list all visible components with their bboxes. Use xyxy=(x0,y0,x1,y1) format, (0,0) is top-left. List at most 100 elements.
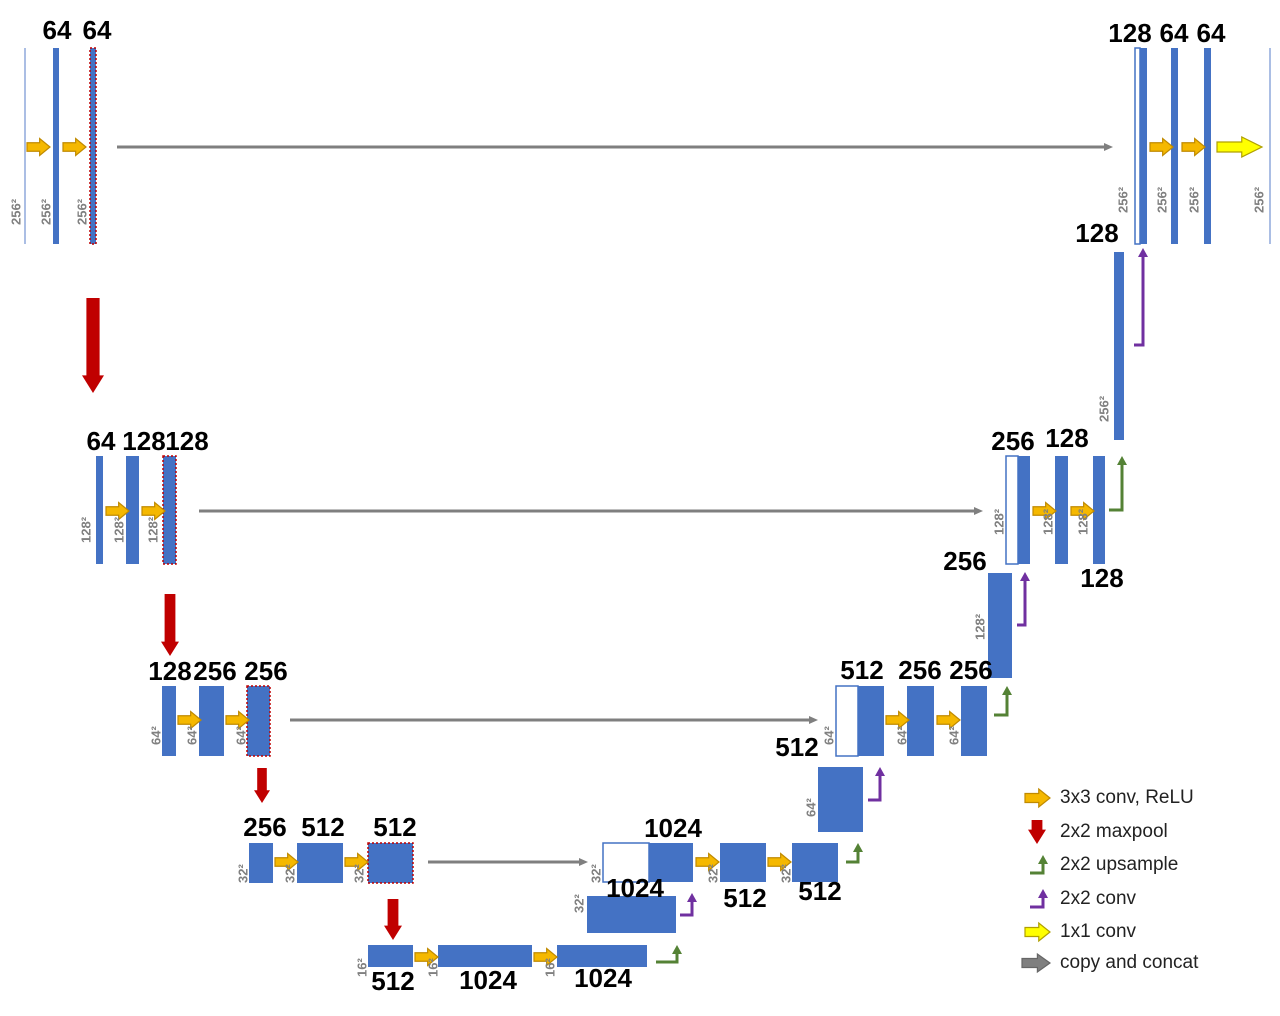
channel-label: 128 xyxy=(148,656,191,686)
upsample-arrow-head xyxy=(1117,456,1127,465)
legend-label: copy and concat xyxy=(1060,952,1199,973)
feature-map xyxy=(907,686,934,756)
channel-label: 256 xyxy=(898,655,941,685)
size-label: 32² xyxy=(778,864,793,883)
feature-map xyxy=(246,685,271,757)
feature-map xyxy=(602,842,650,883)
upconv-arrow-head xyxy=(875,767,885,776)
channel-label: 256 xyxy=(991,426,1034,456)
size-label: 16² xyxy=(354,958,369,977)
conv-arrow xyxy=(533,947,558,967)
size-label: 256² xyxy=(38,198,53,225)
legend-icon xyxy=(1030,863,1045,875)
feature-map xyxy=(53,48,59,244)
upconv-arrow xyxy=(1017,580,1027,627)
size-label: 128² xyxy=(991,508,1006,535)
upsample-arrow xyxy=(1109,464,1124,512)
legend-label: 2x2 maxpool xyxy=(1060,821,1168,842)
channel-label: 128 xyxy=(1108,18,1151,48)
size-label: 32² xyxy=(588,864,603,883)
conv-arrow xyxy=(225,710,250,730)
feature-map xyxy=(96,456,103,564)
conv-arrow xyxy=(1149,137,1174,157)
copy-arrow-head xyxy=(579,858,588,866)
maxpool-arrow xyxy=(161,594,179,656)
upsample-arrow xyxy=(656,953,679,964)
conv-arrow xyxy=(344,852,369,872)
upsample-arrow xyxy=(846,851,860,864)
conv-arrow xyxy=(177,710,202,730)
channel-label: 64 xyxy=(83,15,112,45)
legend-icon xyxy=(1024,787,1051,809)
channel-label: 256 xyxy=(243,812,286,842)
conv-arrow xyxy=(1181,137,1206,157)
feature-map xyxy=(1093,456,1105,564)
legend-label: 2x2 upsample xyxy=(1060,854,1178,875)
feature-map xyxy=(367,842,414,884)
copy-arrow-head xyxy=(974,507,983,515)
size-label: 32² xyxy=(571,894,586,913)
conv-arrow xyxy=(885,710,910,730)
size-label: 16² xyxy=(542,958,557,977)
feature-map xyxy=(162,455,177,565)
channel-label: 256 xyxy=(949,655,992,685)
conv-arrow xyxy=(1070,501,1095,521)
channel-label: 1024 xyxy=(644,813,702,843)
channel-label: 512 xyxy=(301,812,344,842)
channel-label: 128 xyxy=(122,426,165,456)
copy-arrow-head xyxy=(1104,143,1113,151)
size-label: 256² xyxy=(1154,186,1169,213)
feature-map xyxy=(1055,456,1068,564)
size-label: 64² xyxy=(233,726,248,745)
size-label: 64² xyxy=(803,798,818,817)
upconv-arrow xyxy=(680,901,694,917)
channel-label: 128 xyxy=(1045,423,1088,453)
feature-map xyxy=(1171,48,1178,244)
conv-arrow xyxy=(414,947,439,967)
feature-map xyxy=(587,896,676,933)
channel-label: 128 xyxy=(1080,563,1123,593)
legend-icon-head xyxy=(1038,855,1048,864)
channel-label: 256 xyxy=(244,656,287,686)
feature-map xyxy=(89,47,97,245)
feature-map xyxy=(368,945,413,967)
upconv-arrow-head xyxy=(1138,248,1148,257)
copy-arrow-head xyxy=(809,716,818,724)
size-label: 64² xyxy=(946,726,961,745)
legend-label: 3x3 conv, ReLU xyxy=(1060,787,1194,808)
size-label: 256² xyxy=(8,198,23,225)
upconv-arrow xyxy=(1134,256,1145,347)
conv-arrow xyxy=(141,501,166,521)
upconv-arrow-head xyxy=(1020,572,1030,581)
upsample-arrow-head xyxy=(1002,686,1012,695)
channel-label: 128 xyxy=(165,426,208,456)
channel-label: 512 xyxy=(373,812,416,842)
size-label: 256² xyxy=(74,198,89,225)
conv-arrow xyxy=(274,852,299,872)
channel-label: 512 xyxy=(798,876,841,906)
size-label: 128² xyxy=(145,516,160,543)
size-label: 32² xyxy=(705,864,720,883)
feature-map xyxy=(988,573,1012,678)
size-label: 16² xyxy=(425,958,440,977)
feature-map xyxy=(649,843,693,882)
conv-arrow xyxy=(62,137,87,157)
conv-arrow xyxy=(1032,501,1057,521)
conv-arrow xyxy=(105,501,130,521)
size-label: 64² xyxy=(821,726,836,745)
channel-label: 128 xyxy=(1075,218,1118,248)
size-label: 128² xyxy=(1040,508,1055,535)
legend-icon xyxy=(1028,820,1046,844)
channel-label: 256 xyxy=(193,656,236,686)
upconv-arrow-head xyxy=(687,893,697,902)
feature-map xyxy=(835,685,859,757)
channel-label: 256 xyxy=(943,546,986,576)
size-label: 256² xyxy=(1096,395,1111,422)
upsample-arrow-head xyxy=(853,843,863,852)
upsample-arrow xyxy=(994,694,1009,717)
size-label: 128² xyxy=(972,613,987,640)
feature-map xyxy=(249,843,273,883)
legend-label: 1x1 conv xyxy=(1060,921,1137,942)
feature-map xyxy=(557,945,647,967)
